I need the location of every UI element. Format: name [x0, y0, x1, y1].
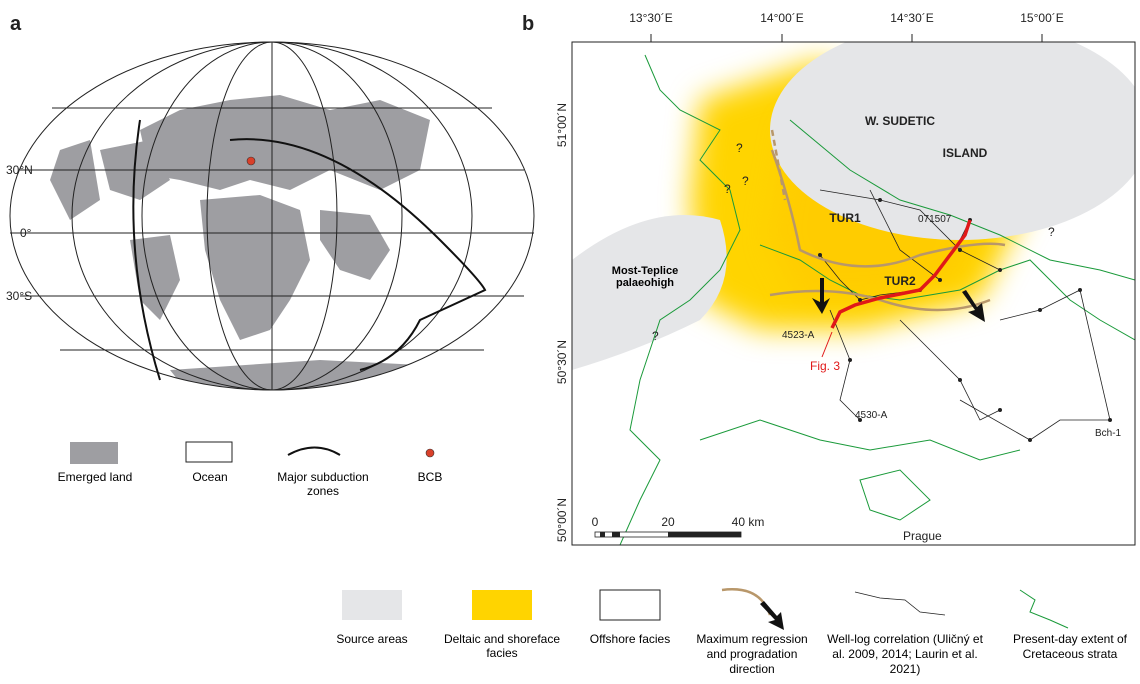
bcb-location	[247, 157, 255, 165]
lat-label: 51°00´N	[555, 103, 569, 147]
figure: a 30°N 0° 30°S Emerged land Ocean Major …	[0, 0, 1140, 684]
well-label: Bch-1	[1095, 428, 1122, 439]
legend-item: Major subduction zones	[268, 470, 378, 510]
legend-item: BCB	[400, 470, 460, 510]
figure-ref: Fig. 3	[810, 359, 840, 373]
legend-item: Offshore facies	[580, 632, 680, 682]
legend-item: Present-day extent of Cretaceous strata	[1000, 632, 1140, 684]
legend-item: Deltaic and shoreface facies	[432, 632, 572, 682]
question-mark: ?	[1048, 225, 1055, 239]
city-label: Prague	[903, 529, 942, 543]
lat-label: 30°S	[6, 289, 32, 303]
legend-item: Well-log correlation (Uličný et al. 2009…	[825, 632, 985, 684]
well-label: 4523-A	[782, 330, 815, 341]
unit-label: TUR1	[829, 211, 861, 225]
well-label: 4530-A	[855, 410, 888, 421]
area-label: ISLAND	[943, 146, 988, 160]
question-mark: ?	[736, 141, 743, 155]
legend-swatch	[288, 448, 340, 456]
legend-item: Emerged land	[50, 470, 140, 510]
legend-swatch	[855, 592, 945, 615]
area-label: W. SUDETIC	[865, 114, 935, 128]
lat-label: 50°30´N	[555, 340, 569, 384]
panel-label: b	[522, 13, 534, 35]
lat-label: 50°00´N	[555, 498, 569, 542]
scale-label: 20	[661, 515, 675, 529]
question-mark: ?	[652, 329, 659, 343]
legend-swatch	[1020, 590, 1068, 628]
lon-label: 13°30´E	[629, 11, 673, 25]
panel-label: a	[10, 13, 22, 35]
legend-swatch	[70, 442, 118, 464]
legend-item: Maximum regression and progradation dire…	[688, 632, 816, 684]
legend-item: Ocean	[165, 470, 255, 510]
legend-swatch	[600, 590, 660, 620]
lon-label: 14°00´E	[760, 11, 804, 25]
scale-label: 40 km	[732, 515, 765, 529]
well-label: 071507	[918, 214, 952, 225]
unit-label: TUR2	[884, 274, 916, 288]
graticule	[10, 42, 534, 390]
area-label: Most-Teplice palaeohigh	[595, 265, 695, 301]
lat-label: 0°	[20, 226, 32, 240]
legend-swatch	[472, 590, 532, 620]
question-mark: ?	[742, 174, 749, 188]
lon-labels: 13°30´E 14°00´E 14°30´E 15°00´E	[629, 11, 1064, 42]
lon-label: 15°00´E	[1020, 11, 1064, 25]
lat-label: 30°N	[6, 163, 33, 177]
legend-swatch	[426, 449, 434, 457]
question-mark: ?	[724, 182, 731, 196]
scale-label: 0	[592, 515, 599, 529]
legend-item: Source areas	[322, 632, 422, 682]
legend-swatch	[186, 442, 232, 462]
legend-swatch	[342, 590, 402, 620]
lon-label: 14°30´E	[890, 11, 934, 25]
scale-bar: 0 20 40 km	[592, 515, 765, 537]
